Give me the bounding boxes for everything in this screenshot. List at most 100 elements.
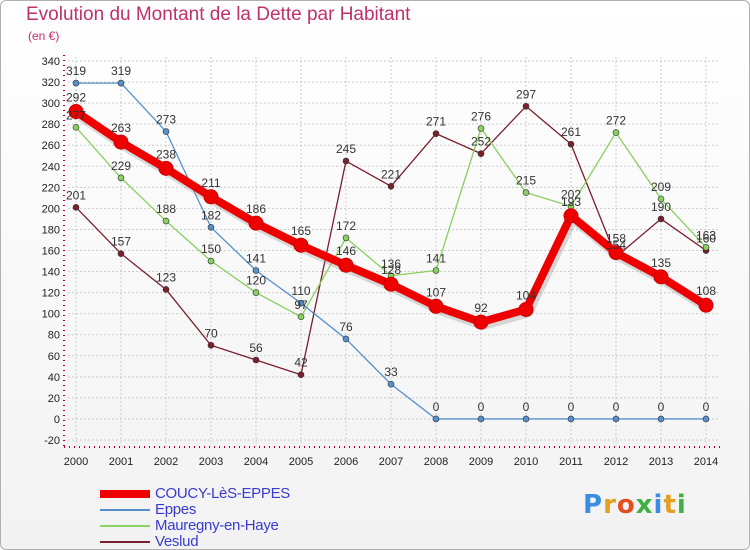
- data-label-1: 273: [156, 113, 176, 127]
- y-tick-label: 280: [42, 119, 60, 131]
- chart-title: Evolution du Montant de la Dette par Hab…: [26, 4, 411, 25]
- data-label-3: 245: [336, 142, 356, 156]
- series-point-0: [68, 104, 84, 120]
- data-label-1: 319: [111, 64, 131, 78]
- series-point-1: [477, 415, 485, 423]
- y-tick-label: 180: [42, 224, 60, 236]
- series-point-1: [207, 224, 215, 231]
- data-label-2: 97: [294, 298, 308, 312]
- x-tick-label: 2006: [334, 456, 358, 468]
- data-label-0: 107: [426, 285, 446, 299]
- series-point-0: [518, 301, 534, 317]
- logo-letter: r: [603, 490, 617, 520]
- data-label-2: 163: [696, 228, 716, 242]
- data-label-3: 70: [204, 326, 218, 340]
- series-point-3: [252, 356, 260, 364]
- logo-letter: P: [583, 490, 604, 520]
- x-tick-label: 2013: [649, 456, 673, 468]
- y-tick-label: 40: [48, 372, 60, 384]
- series-point-2: [117, 174, 125, 182]
- data-label-3: 271: [426, 115, 446, 129]
- data-label-1: 182: [201, 208, 221, 222]
- data-label-1: 0: [478, 400, 485, 414]
- series-point-3: [432, 130, 440, 137]
- series-point-3: [117, 250, 125, 257]
- y-tick-label: 80: [48, 330, 60, 342]
- data-label-3: 252: [471, 135, 491, 149]
- x-tick-label: 2004: [244, 456, 268, 468]
- series-point-0: [293, 237, 309, 253]
- series-point-3: [72, 204, 80, 211]
- series-group: [68, 79, 714, 423]
- series-point-2: [342, 234, 350, 242]
- y-tick-label: 340: [42, 56, 60, 68]
- series-point-1: [117, 79, 125, 87]
- data-label-1: 110: [291, 284, 310, 298]
- data-label-1: 0: [703, 400, 710, 414]
- x-tick-label: 2005: [289, 456, 313, 468]
- series-point-0: [248, 215, 264, 231]
- series-point-3: [522, 102, 530, 110]
- data-label-0: 263: [111, 121, 131, 135]
- series-point-1: [72, 79, 80, 87]
- legend-label-eppes: Eppes: [155, 501, 197, 518]
- data-label-2: 172: [336, 219, 356, 233]
- data-label-2: 202: [561, 187, 581, 201]
- data-label-1: 319: [66, 64, 86, 78]
- data-label-2: 277: [66, 108, 86, 122]
- legend-swatch-mauregny: [100, 525, 150, 527]
- series-point-1: [387, 380, 395, 388]
- series-point-0: [203, 189, 219, 205]
- y-tick-label: 200: [42, 203, 60, 215]
- data-label-3: 297: [516, 87, 536, 101]
- data-label-1: 0: [613, 400, 620, 414]
- data-label-0: 135: [651, 256, 671, 270]
- x-tick-label: 2012: [604, 456, 628, 468]
- series-point-1: [657, 415, 665, 423]
- y-tick-label: 160: [42, 246, 60, 258]
- series-point-3: [162, 286, 170, 293]
- data-label-2: 120: [246, 274, 266, 288]
- proxiti-logo: Proxiti: [583, 490, 687, 520]
- data-label-3: 154: [606, 238, 626, 252]
- series-point-2: [162, 217, 170, 225]
- x-tick-label: 2001: [109, 456, 133, 468]
- y-tick-label: 240: [42, 161, 60, 173]
- series-point-0: [608, 245, 624, 261]
- data-label-1: 76: [339, 320, 353, 334]
- data-label-3: 221: [381, 167, 401, 181]
- y-tick-label: 100: [42, 309, 60, 321]
- axes: -20 0 20 40 60 80 100 120 140 160 180 200 220 240 260 2…: [42, 55, 720, 468]
- series-point-3: [477, 150, 485, 157]
- data-label-1: 141: [246, 252, 266, 266]
- y-tick-label: 260: [42, 140, 60, 152]
- series-point-1: [567, 415, 575, 423]
- x-tick-label: 2003: [199, 456, 223, 468]
- data-label-3: 261: [561, 125, 581, 139]
- series-point-0: [158, 160, 174, 176]
- data-label-2: 272: [606, 114, 626, 128]
- logo-letter: i: [676, 490, 687, 520]
- y-tick-label: -20: [44, 435, 60, 447]
- data-label-0: 128: [381, 263, 401, 277]
- series-point-2: [522, 189, 530, 196]
- data-label-2: 229: [111, 159, 131, 173]
- x-tick-label: 2014: [694, 456, 718, 468]
- data-label-3: 160: [696, 232, 716, 246]
- legend-swatch-eppes: [100, 509, 150, 511]
- series-point-3: [297, 371, 305, 379]
- data-label-2: 215: [516, 174, 536, 188]
- series-point-2: [477, 125, 485, 132]
- series-point-3: [387, 182, 395, 190]
- data-label-2: 209: [651, 180, 671, 194]
- legend-swatch-coucy: [100, 490, 150, 498]
- series-point-2: [612, 129, 620, 136]
- legend-label-coucy: COUCY-LèS-EPPES: [155, 485, 290, 502]
- x-tick-label: 2010: [514, 456, 538, 468]
- data-label-0: 108: [696, 284, 716, 298]
- data-label-1: 0: [568, 400, 575, 414]
- data-label-0: 292: [66, 91, 86, 105]
- data-label-0: 158: [606, 232, 626, 246]
- legend-swatch-veslud: [100, 541, 150, 543]
